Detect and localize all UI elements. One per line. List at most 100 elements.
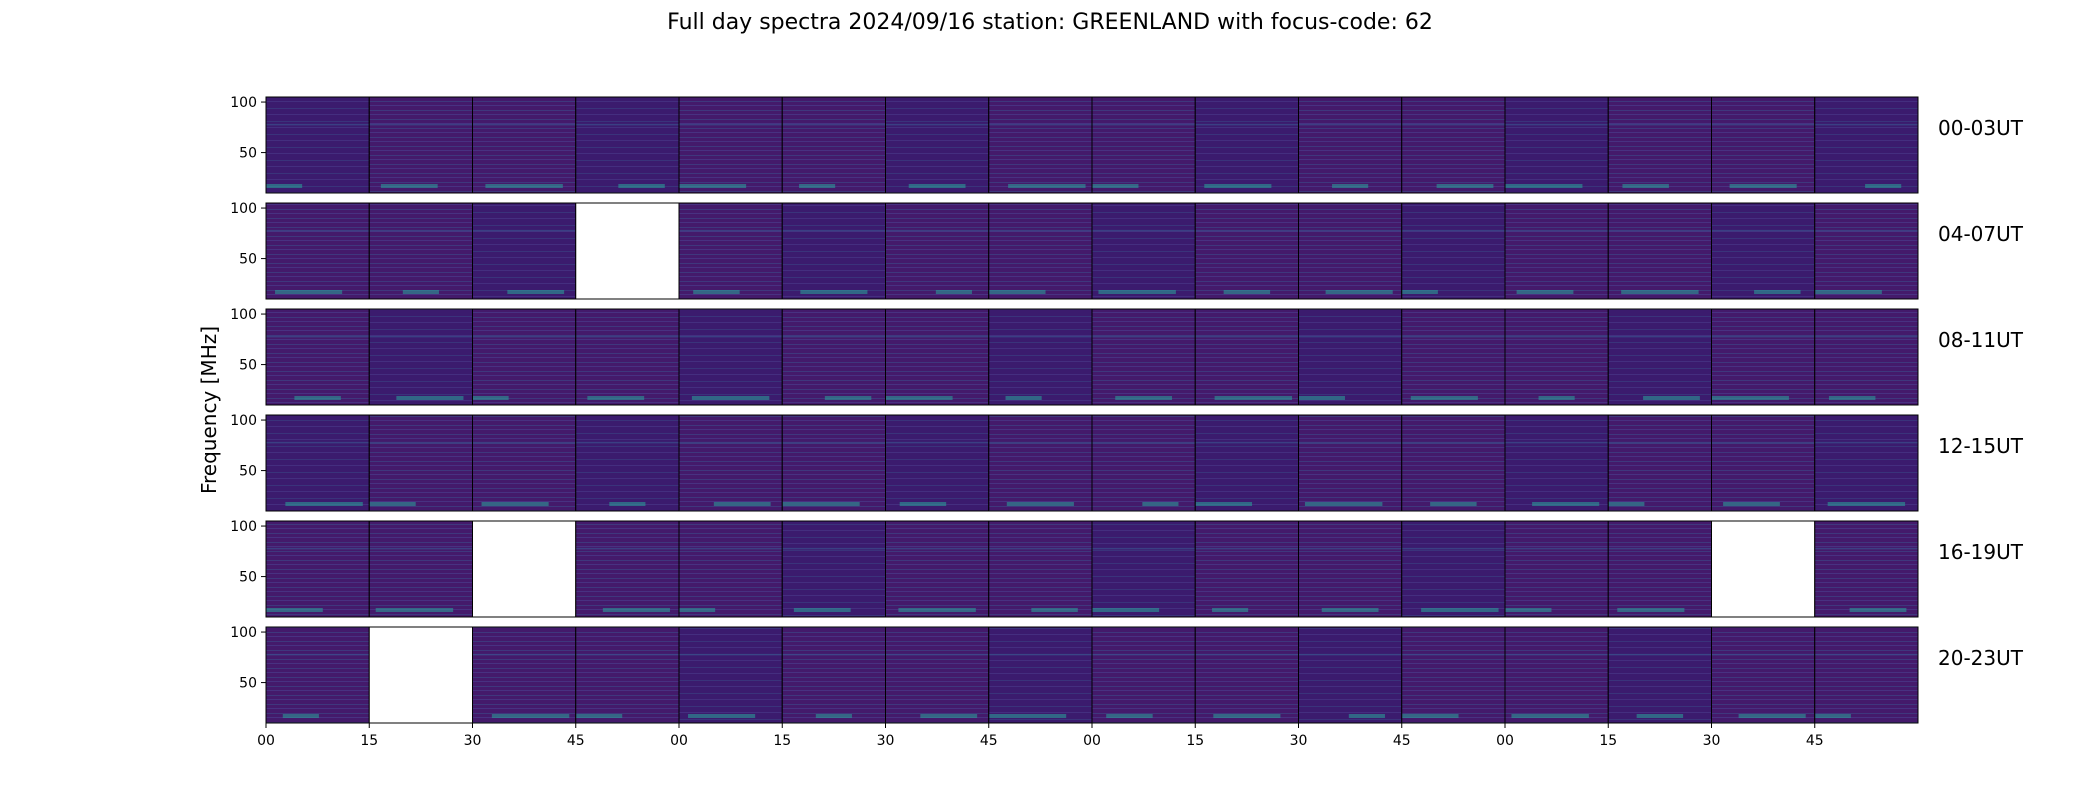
spectral-line [1608, 123, 1712, 126]
y-tick-label: 100 [230, 201, 257, 217]
spectral-line [1092, 123, 1196, 126]
spectrum-panel [472, 203, 576, 299]
x-tick-label: 45 [1806, 733, 1824, 749]
y-tick-label: 100 [230, 307, 257, 323]
spectral-line [1401, 123, 1505, 126]
emission-band [1223, 290, 1271, 294]
emission-band [898, 608, 976, 612]
spectral-line [1195, 547, 1299, 550]
spectrum-panel [1505, 627, 1609, 723]
spectral-line [1092, 653, 1196, 656]
spectrum-panel [369, 97, 473, 193]
spectral-line [1195, 229, 1299, 232]
spectrum-panel [266, 309, 370, 405]
spectral-line [369, 547, 473, 550]
emission-band [679, 608, 716, 612]
spectral-line [885, 441, 989, 444]
spectrum-panel [266, 521, 370, 617]
spectrum-panel [782, 97, 886, 193]
emission-band [1738, 714, 1806, 718]
spectrum-panel [1505, 309, 1609, 405]
emission-band [1005, 396, 1042, 400]
emission-band [294, 396, 341, 400]
spectrum-panel [1608, 97, 1712, 193]
emission-band [396, 396, 464, 400]
spectrum-panel [1092, 521, 1196, 617]
x-tick-label: 00 [670, 733, 688, 749]
spectral-line [679, 123, 783, 126]
spectral-line [472, 229, 576, 232]
emission-band [1106, 714, 1153, 718]
emission-band [1195, 502, 1253, 506]
emission-band [1204, 184, 1272, 188]
spectrum-panel [1195, 309, 1299, 405]
y-tick-label: 100 [230, 95, 257, 111]
emission-band [688, 714, 756, 718]
spectral-line [1298, 441, 1402, 444]
emission-band [285, 502, 363, 506]
emission-band [1622, 184, 1669, 188]
empty-panel [1711, 521, 1815, 617]
spectral-line [1505, 229, 1609, 232]
spectral-line [1711, 229, 1815, 232]
emission-band [1814, 290, 1882, 294]
spectrum-panel [1814, 97, 1918, 193]
emission-band [602, 608, 670, 612]
spectrum-panel [679, 203, 783, 299]
emission-band [1505, 184, 1583, 188]
spectral-line [1814, 653, 1918, 656]
emission-band [691, 396, 770, 400]
spectrum-panel [1608, 203, 1712, 299]
emission-band [1092, 608, 1160, 612]
x-tick-label: 30 [1703, 733, 1721, 749]
row-time-label: 00-03UT [1938, 116, 2024, 140]
spectral-line [1092, 335, 1196, 338]
spectrum-panel [1711, 309, 1815, 405]
spectral-line [1298, 653, 1402, 656]
spectrum-panel [575, 97, 679, 193]
x-axis-ticks: 00 15 30 45 00 15 30 45 00 15 30 45 00 15 30 45 [257, 723, 1824, 749]
spectrum-panel [885, 627, 989, 723]
emission-band [793, 608, 851, 612]
spectral-line [1608, 547, 1712, 550]
spectrum-panel [1505, 97, 1609, 193]
spectral-line [369, 123, 473, 126]
emission-band [1643, 396, 1700, 400]
spectral-line [1401, 229, 1505, 232]
emission-band [799, 184, 836, 188]
spectrum-panel [1195, 415, 1299, 511]
spectral-line [1505, 547, 1609, 550]
spectrum-panel [472, 309, 576, 405]
emission-band [1865, 184, 1902, 188]
emission-band [375, 608, 454, 612]
spectrum-panel [1092, 97, 1196, 193]
emission-band [679, 184, 747, 188]
spectrum-panel [266, 97, 370, 193]
emission-band [1092, 184, 1139, 188]
panel-row: 50 100 12-15UT [230, 413, 2024, 512]
spectral-line [1505, 123, 1609, 126]
emission-band [899, 502, 947, 506]
panel-frame [1814, 626, 1919, 724]
spectrum-panel [1814, 521, 1918, 617]
row-time-label: 04-07UT [1938, 222, 2024, 246]
emission-band [1436, 184, 1494, 188]
spectrum-panel [1814, 415, 1918, 511]
spectral-line [266, 441, 370, 444]
x-tick-label: 00 [257, 733, 275, 749]
emission-band [1006, 502, 1074, 506]
emission-band [507, 290, 565, 294]
spectral-line [988, 441, 1092, 444]
spectrum-panel [1298, 203, 1402, 299]
spectrum-panel [1298, 97, 1402, 193]
empty-panel [575, 203, 679, 299]
x-tick-label: 45 [567, 733, 585, 749]
emission-band [1421, 608, 1499, 612]
spectral-line [1814, 547, 1918, 550]
spectral-line [1195, 441, 1299, 444]
row-time-label: 12-15UT [1938, 434, 2024, 458]
spectral-line [1298, 229, 1402, 232]
empty-panel [369, 627, 473, 723]
spectral-line [885, 123, 989, 126]
emission-band [485, 184, 563, 188]
